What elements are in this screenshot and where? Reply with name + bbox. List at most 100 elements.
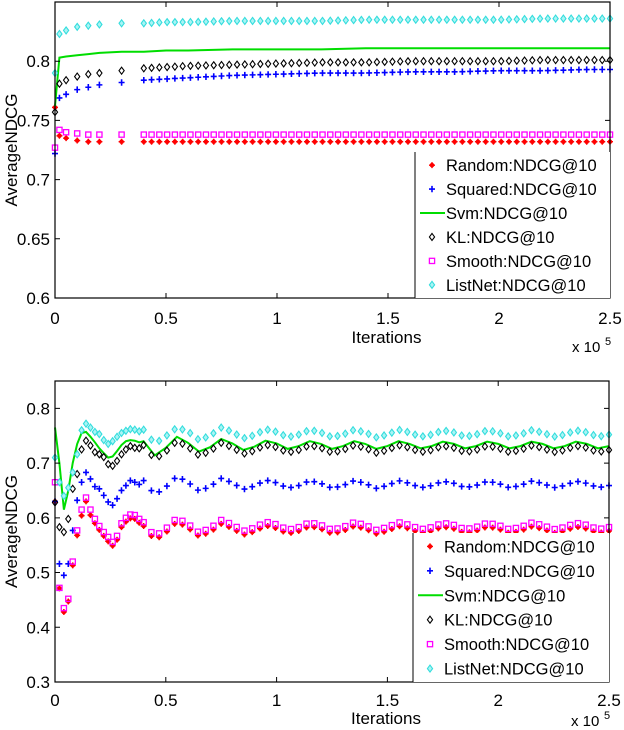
star-marker-cross <box>350 523 357 530</box>
star-marker-cross <box>582 525 589 532</box>
data-point <box>335 69 342 77</box>
star-marker-cross <box>358 138 365 145</box>
data-point <box>544 131 552 138</box>
data-point <box>233 131 241 138</box>
data-point <box>295 430 303 440</box>
data-point <box>249 138 256 145</box>
data-point <box>155 530 163 537</box>
data-point <box>163 446 171 455</box>
data-point <box>241 71 248 79</box>
data-point <box>350 131 357 138</box>
data-point <box>536 131 544 138</box>
data-point <box>560 66 567 74</box>
data-point <box>428 131 435 138</box>
data-point <box>303 426 310 436</box>
data-point <box>428 138 435 145</box>
data-point <box>109 538 116 546</box>
legend-marker-icon <box>428 232 436 242</box>
data-point <box>582 443 590 452</box>
data-point <box>458 524 465 532</box>
data-point <box>591 66 598 73</box>
data-point <box>520 428 527 438</box>
data-point <box>357 442 365 452</box>
data-point <box>127 477 134 484</box>
star-marker-cross <box>342 138 349 145</box>
data-point <box>318 522 326 529</box>
data-point <box>389 57 396 67</box>
data-point <box>218 131 225 138</box>
data-point <box>599 138 606 145</box>
data-point <box>373 57 381 67</box>
data-point <box>497 481 504 488</box>
legend-marker-icon <box>426 615 434 625</box>
data-point <box>194 434 202 444</box>
data-point <box>233 482 240 489</box>
star-marker-cross <box>498 138 505 145</box>
data-point <box>96 522 103 530</box>
data-point <box>528 477 535 485</box>
data-point <box>380 431 388 440</box>
data-point <box>218 72 225 80</box>
data-point <box>82 494 90 501</box>
data-point <box>156 18 163 27</box>
series-random <box>52 104 613 145</box>
data-point <box>482 56 489 66</box>
data-point <box>56 126 63 134</box>
legend-item: Svm:NDCG@10 <box>418 587 565 605</box>
data-point <box>264 16 272 26</box>
data-point <box>96 20 103 29</box>
data-point <box>210 73 217 80</box>
data-point <box>113 432 121 442</box>
data-point <box>233 16 241 26</box>
data-point <box>288 138 295 145</box>
data-point <box>504 525 512 533</box>
data-point <box>435 479 442 487</box>
data-point <box>91 427 99 437</box>
star-marker-cross <box>436 138 443 145</box>
data-point <box>241 138 248 145</box>
data-point <box>319 69 326 77</box>
y-tick-label: 0.75 <box>17 111 50 130</box>
data-point <box>551 484 558 491</box>
data-point <box>427 430 434 440</box>
data-point <box>497 444 504 454</box>
data-point <box>155 451 163 461</box>
data-point <box>303 478 310 486</box>
data-point <box>256 443 264 452</box>
data-point <box>404 427 411 437</box>
data-point <box>504 447 512 457</box>
data-point <box>163 62 171 72</box>
data-point <box>87 423 94 432</box>
data-point <box>590 482 597 490</box>
data-point <box>443 56 451 66</box>
data-point <box>148 528 155 536</box>
data-point <box>334 483 341 491</box>
legend-marker-icon <box>428 280 436 290</box>
data-point <box>318 428 326 438</box>
data-point <box>481 520 489 527</box>
data-point <box>427 524 434 531</box>
data-point <box>552 55 559 65</box>
data-point <box>529 14 536 24</box>
data-point <box>349 425 357 435</box>
data-point <box>334 525 341 532</box>
data-point <box>136 481 143 488</box>
data-point <box>473 523 481 530</box>
data-point <box>195 74 202 81</box>
data-point <box>194 450 202 459</box>
data-point <box>543 445 551 454</box>
data-point <box>529 138 536 145</box>
data-point <box>78 512 85 519</box>
series-listnet <box>51 419 613 501</box>
data-point <box>544 138 551 145</box>
star-marker-cross <box>195 138 202 145</box>
data-point <box>334 431 341 441</box>
star-marker-cross <box>234 138 241 145</box>
data-point <box>373 138 380 145</box>
data-point <box>194 486 201 494</box>
data-point <box>226 138 233 145</box>
data-point <box>583 138 590 145</box>
star-marker-cross <box>505 138 512 145</box>
data-point <box>56 584 63 592</box>
data-point <box>248 431 256 441</box>
